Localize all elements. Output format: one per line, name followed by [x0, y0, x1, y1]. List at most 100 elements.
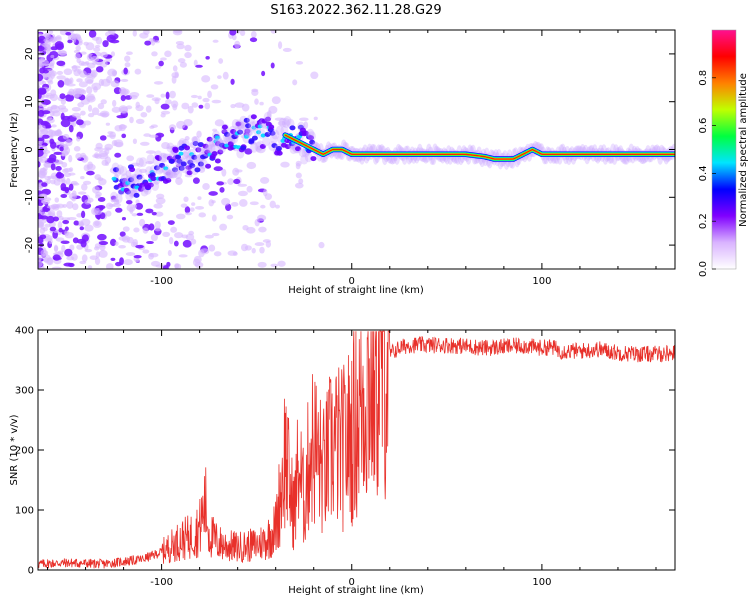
heatmap-speckle [270, 62, 275, 69]
heatmap-halo [254, 142, 263, 153]
heatmap-speckle [50, 104, 58, 110]
heatmap-blob [172, 167, 179, 173]
heatmap-speckle [91, 36, 100, 41]
heatmap-speckle [181, 151, 189, 160]
heatmap-speckle [90, 69, 98, 78]
heatmap-halo [245, 126, 254, 137]
heatmap-speckle [95, 66, 104, 73]
heatmap-speckle [72, 91, 82, 98]
heatmap-speckle [160, 110, 171, 115]
heatmap-speckle [95, 251, 101, 259]
heatmap-speckle [179, 61, 187, 68]
heatmap-speckle [178, 254, 188, 258]
heatmap-speckle [114, 152, 122, 158]
x-tick-label: -100 [150, 276, 173, 287]
heatmap-speckle [246, 161, 257, 170]
heatmap-speckle [71, 65, 78, 72]
heatmap-speckle [62, 133, 70, 140]
heatmap-speckle [181, 102, 190, 110]
heatmap-speckle [172, 103, 178, 111]
heatmap-halo [119, 166, 128, 177]
heatmap-blob [180, 161, 187, 167]
heatmap-speckle [271, 96, 281, 105]
heatmap-speckle [38, 133, 44, 138]
heatmap-speckle [48, 154, 57, 162]
heatmap-speckle [294, 182, 304, 189]
heatmap-speckle [175, 213, 186, 220]
heatmap-speckle [246, 226, 256, 234]
heatmap-speckle [64, 187, 69, 194]
heatmap-speckle [175, 177, 183, 186]
heatmap-speckle [154, 227, 161, 232]
heatmap-speckle [160, 57, 167, 61]
heatmap-blob [133, 192, 140, 198]
heatmap-speckle [49, 138, 55, 145]
heatmap-speckle [110, 257, 116, 262]
heatmap-peak [215, 135, 221, 140]
heatmap-speckle [94, 257, 101, 265]
heatmap-speckle [55, 237, 65, 242]
heatmap-speckle [47, 30, 54, 35]
heatmap-speckle [59, 146, 64, 152]
heatmap-speckle [295, 61, 304, 65]
heatmap-speckle [86, 86, 93, 94]
heatmap-speckle [129, 116, 134, 124]
heatmap-speckle [41, 188, 52, 196]
heatmap-speckle [318, 241, 325, 249]
heatmap-speckle [52, 254, 61, 261]
heatmap-speckle [92, 186, 100, 194]
heatmap-speckle [86, 170, 95, 176]
heatmap-speckle [38, 223, 44, 227]
heatmap-speckle [84, 224, 94, 232]
heatmap-speckle [132, 204, 138, 209]
heatmap-speckle [74, 53, 81, 60]
heatmap-blob [275, 146, 282, 152]
heatmap-blob [176, 158, 183, 164]
heatmap-speckle [47, 257, 53, 265]
heatmap-speckle [170, 226, 178, 233]
colorbar-label: Normalized spectral amplitude [738, 73, 749, 227]
heatmap-speckle [44, 32, 50, 38]
heatmap-halo [281, 118, 290, 129]
heatmap-halo [110, 191, 119, 202]
heatmap-speckle [280, 161, 290, 168]
heatmap-speckle [99, 110, 110, 118]
heatmap-speckle [93, 47, 101, 52]
heatmap-speckle [313, 116, 318, 121]
heatmap-speckle [239, 30, 246, 36]
heatmap-speckle [67, 39, 73, 44]
heatmap-speckle [56, 60, 66, 66]
snr-series-line [38, 330, 675, 569]
heatmap-speckle [171, 75, 177, 84]
heatmap-speckle [99, 135, 107, 141]
heatmap-speckle [55, 203, 65, 209]
y-tick-label: -10 [24, 189, 35, 205]
heatmap-speckle [233, 178, 241, 185]
heatmap-blob [251, 135, 258, 141]
heatmap-speckle [121, 217, 126, 221]
heatmap-speckle [164, 50, 172, 58]
heatmap-speckle [78, 81, 88, 88]
heatmap-peak [257, 124, 263, 129]
heatmap-speckle [82, 180, 92, 185]
heatmap-blob [119, 178, 126, 184]
heatmap-blob [276, 150, 283, 156]
heatmap-speckle [47, 175, 58, 179]
heatmap-speckle [132, 138, 138, 145]
heatmap-speckle [53, 159, 63, 165]
heatmap-speckle [109, 131, 117, 140]
heatmap-speckle [118, 105, 128, 113]
heatmap-speckle [81, 254, 88, 262]
heatmap-speckle [267, 110, 272, 118]
heatmap-speckle [76, 58, 81, 64]
heatmap-speckle [94, 152, 100, 159]
heatmap-blob [214, 158, 221, 164]
heatmap-speckle [221, 197, 231, 206]
heatmap-speckle [173, 240, 179, 247]
x-tick-label: 0 [349, 276, 355, 287]
heatmap-speckle [54, 41, 64, 49]
snr-y-label: SNR (10 * v/v) [9, 414, 20, 485]
heatmap-speckle [38, 160, 41, 168]
heatmap-blob [184, 145, 191, 151]
heatmap-speckle [211, 200, 216, 204]
